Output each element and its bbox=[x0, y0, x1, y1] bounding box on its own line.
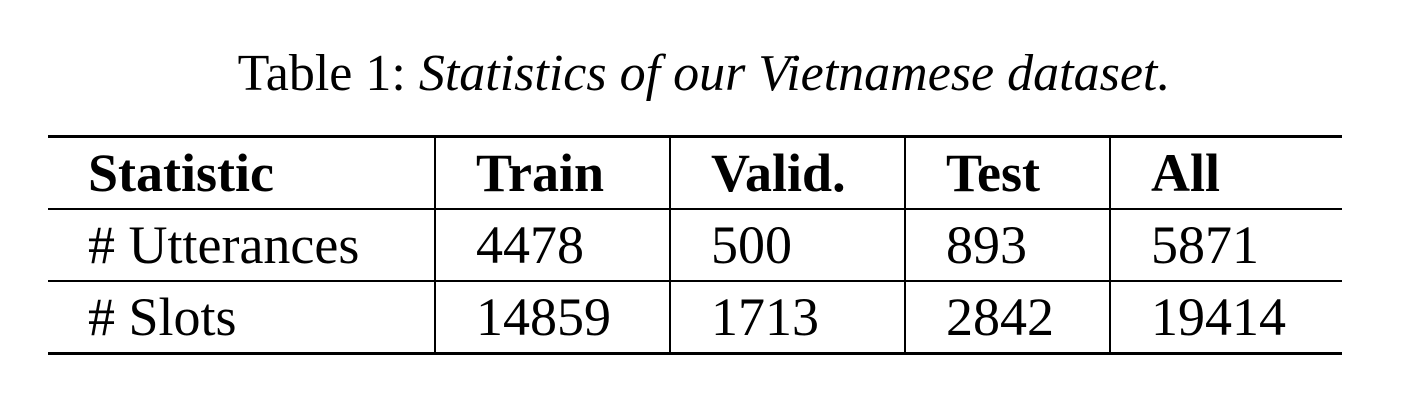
cell-utterances-all: 5871 bbox=[1109, 208, 1342, 281]
header-valid: Valid. bbox=[669, 136, 905, 209]
cell-slots-valid: 1713 bbox=[669, 280, 905, 354]
statistics-table: Statistic Train Valid. Test All # Uttera… bbox=[48, 135, 1342, 355]
header-train: Train bbox=[434, 136, 670, 209]
caption-text: Statistics of our Vietnamese dataset. bbox=[418, 45, 1171, 102]
header-all: All bbox=[1109, 136, 1342, 209]
table-caption: Table 1: Statistics of our Vietnamese da… bbox=[0, 42, 1408, 106]
cell-slots-test: 2842 bbox=[904, 280, 1110, 354]
cell-utterances-valid: 500 bbox=[669, 208, 905, 281]
table-header-row: Statistic Train Valid. Test All bbox=[48, 136, 1342, 209]
cell-utterances-test: 893 bbox=[904, 208, 1110, 281]
header-statistic: Statistic bbox=[88, 143, 274, 203]
row-label-slots: # Slots bbox=[48, 280, 435, 354]
cell-slots-train: 14859 bbox=[434, 280, 670, 354]
caption-label: Table 1: bbox=[237, 45, 406, 102]
table-row: # Slots 14859 1713 2842 19414 bbox=[48, 280, 1342, 354]
cell-utterances-train: 4478 bbox=[434, 208, 670, 281]
cell-slots-all: 19414 bbox=[1109, 280, 1342, 354]
table-row: # Utterances 4478 500 893 5871 bbox=[48, 208, 1342, 281]
row-label-utterances: # Utterances bbox=[48, 208, 435, 281]
header-test: Test bbox=[904, 136, 1110, 209]
